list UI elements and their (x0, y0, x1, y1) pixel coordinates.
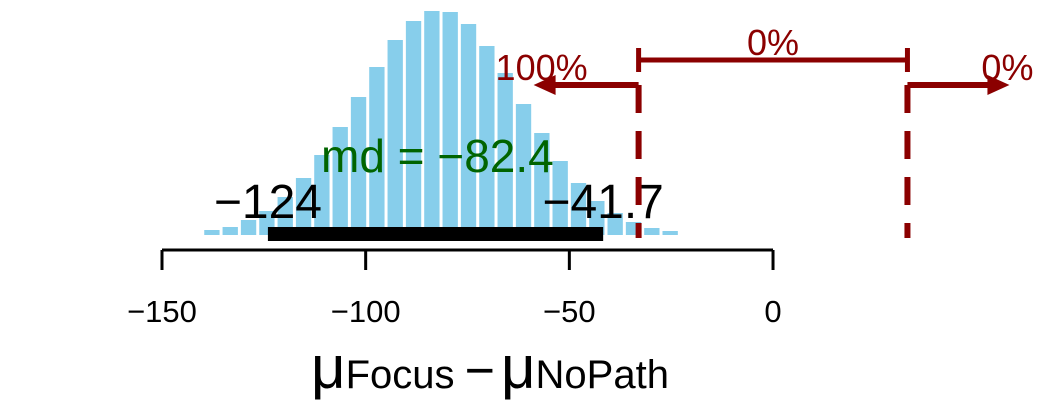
hdi-label: −124 (214, 176, 322, 229)
rope-percent: 0% (747, 22, 799, 63)
bar (204, 230, 220, 235)
bar (369, 67, 385, 235)
x-tick-label: −50 (543, 294, 596, 329)
x-tick-label: −150 (127, 294, 197, 329)
bar (314, 155, 330, 235)
minus: − (465, 342, 495, 400)
bar (240, 220, 257, 235)
arrow-head (987, 75, 1010, 95)
bar (570, 183, 587, 235)
x-tick-label: 0 (764, 294, 781, 329)
bar (222, 227, 238, 235)
bar (332, 127, 348, 235)
hdi-label: −41.7 (542, 176, 663, 229)
mu: μ (311, 334, 346, 400)
bar (405, 21, 422, 235)
bar (460, 24, 477, 235)
bar (552, 161, 568, 235)
sub: NoPath (536, 353, 669, 397)
x-axis-label: μFocus − μNoPath (311, 334, 669, 400)
bar (277, 197, 293, 235)
mu: μ (501, 334, 536, 400)
rope-percent: 0% (981, 47, 1033, 88)
bar (497, 73, 513, 235)
bar (662, 231, 678, 235)
bar (479, 46, 495, 235)
bar (515, 104, 532, 235)
bar (350, 97, 367, 235)
x-tick-label: −100 (331, 294, 401, 329)
bar (589, 201, 605, 235)
bar (442, 12, 458, 235)
bar (387, 40, 403, 235)
bar (607, 213, 623, 235)
rope-percent: 100% (496, 47, 588, 88)
bar (644, 228, 660, 235)
sub: Focus (346, 353, 455, 397)
bar (534, 133, 550, 235)
median-label: md = −82.4 (321, 130, 554, 182)
bar (295, 178, 312, 235)
bar (424, 11, 440, 235)
arrow-head (533, 75, 556, 95)
